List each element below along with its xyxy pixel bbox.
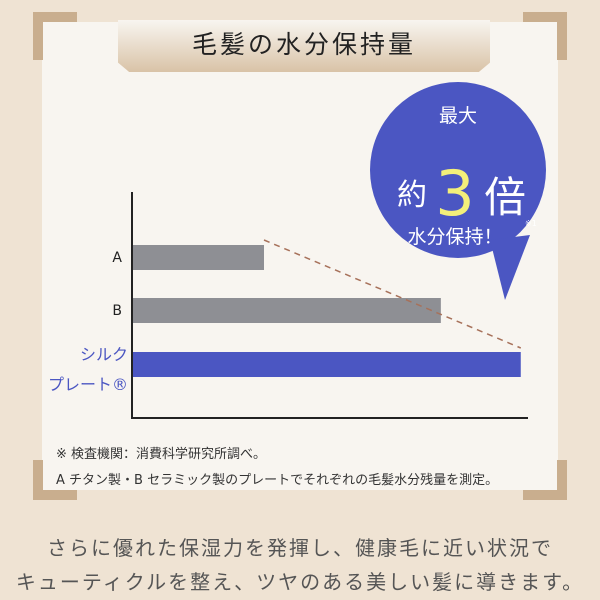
- chart-title: 毛髪の水分保持量: [118, 20, 490, 72]
- bubble-note: ※1: [525, 219, 537, 228]
- label-a: A: [112, 250, 122, 266]
- description-line-1: さらに優れた保湿力を発揮し、健康毛に近い状況で: [47, 536, 553, 560]
- bubble-suffix: 倍: [484, 173, 526, 222]
- bubble-number: 3: [435, 157, 474, 230]
- bar-1: [133, 298, 441, 323]
- bubble-circle: [370, 82, 546, 258]
- corner-bracket: [523, 460, 567, 500]
- bubble-tail: [490, 235, 530, 300]
- label-silk-1: シルク: [80, 345, 128, 364]
- bar-2: [133, 352, 521, 377]
- corner-bracket: [33, 460, 77, 500]
- bubble-line3: 水分保持！: [407, 226, 502, 248]
- trend-line: [263, 239, 522, 349]
- label-b: B: [112, 303, 122, 319]
- corner-bracket: [33, 12, 77, 60]
- label-silk-2: プレート®: [48, 375, 128, 394]
- corner-bracket: [523, 12, 567, 60]
- note-1: ※ 検査機関：消費科学研究所調べ。: [56, 446, 266, 462]
- bar-0: [133, 245, 264, 270]
- bubble-line1: 最大: [439, 105, 477, 127]
- note-2: A チタン製・B セラミック製のプレートでそれぞれの毛髪水分残量を測定。: [56, 473, 498, 488]
- description-line-2: キューティクルを整え、ツヤのある美しい髪に導きます。: [15, 570, 585, 594]
- speech-bubble: 最大 約 3 倍 水分保持！ ※1: [370, 82, 546, 300]
- bubble-prefix: 約: [397, 178, 427, 213]
